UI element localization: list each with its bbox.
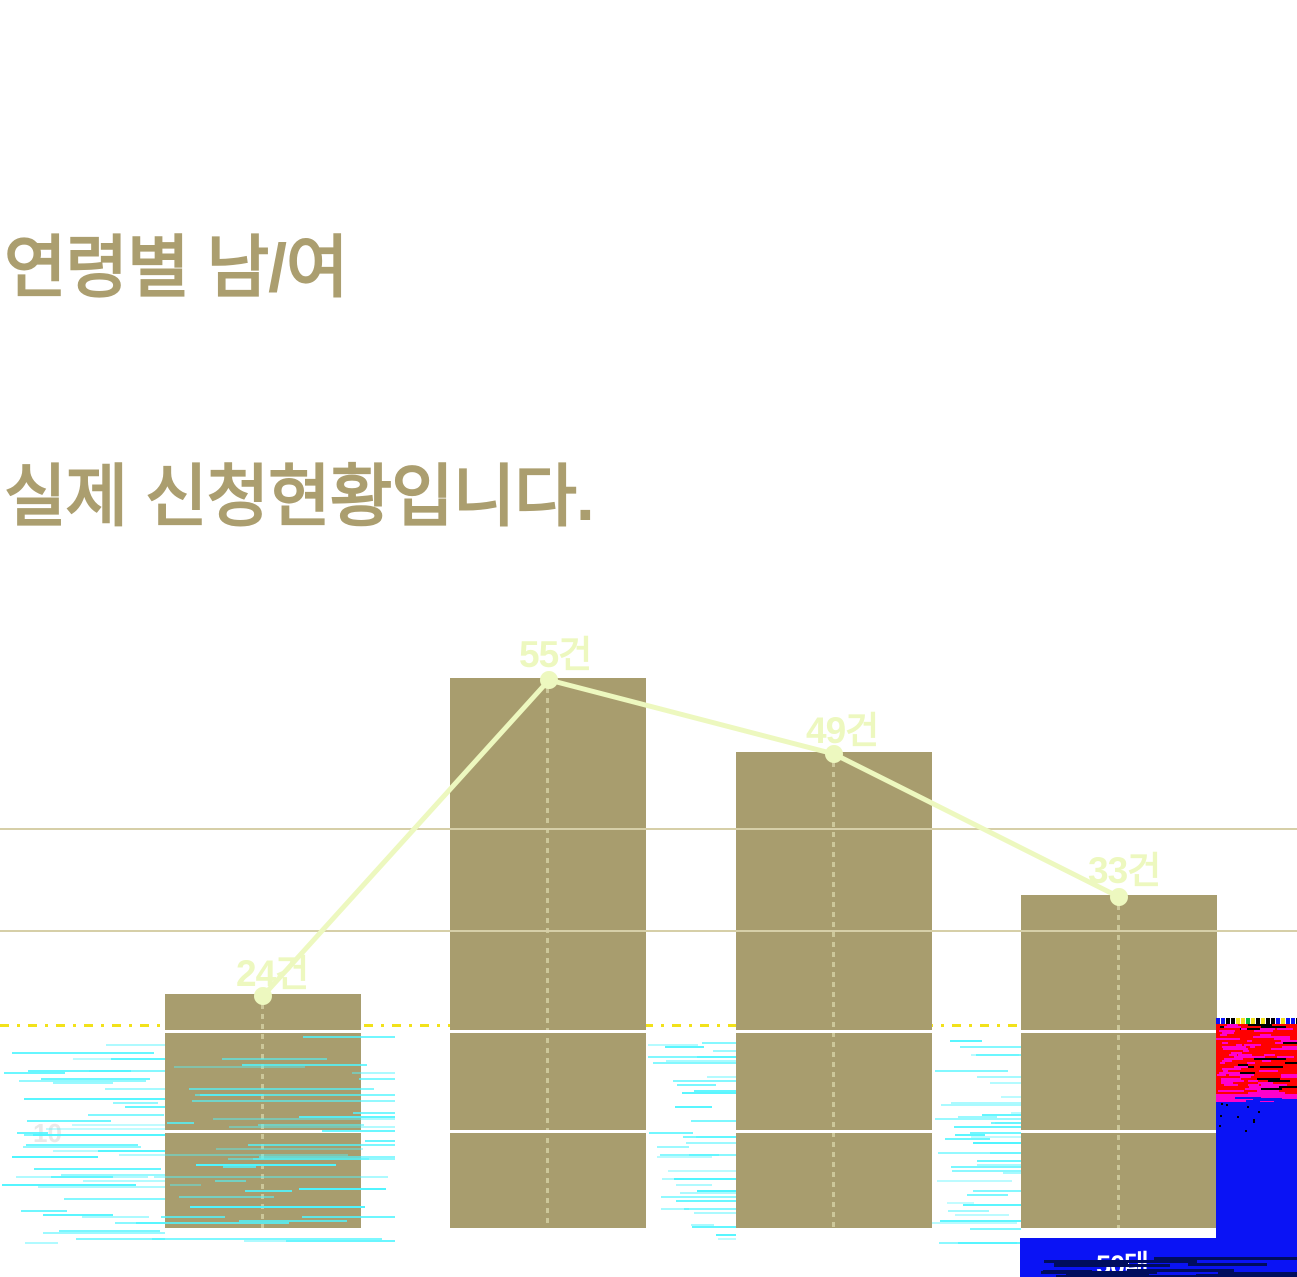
gridline-2-over [0, 1130, 1297, 1133]
bar-1[interactable] [450, 678, 646, 1228]
data-label-2: 49건 [806, 710, 879, 751]
y-axis-tick-10: 10 [33, 1118, 62, 1148]
gridline-dashed [0, 1024, 1297, 1027]
data-label-0: 24건 [236, 953, 309, 994]
glitch-corrupt-block [1216, 1018, 1297, 1132]
gridline-faint-2-over [0, 828, 1297, 830]
gridline-faint-over [0, 930, 1297, 932]
x-axis-label-bar: 50대 [1020, 1238, 1297, 1277]
bar-3[interactable] [1021, 895, 1217, 1228]
page-title-line-2: 실제 신청현황입니다. [4, 458, 595, 535]
data-label-1: 55건 [519, 634, 592, 675]
gridline-1-over [0, 1030, 1297, 1033]
bar-0-split [261, 994, 264, 1228]
bar-1-split [546, 678, 549, 1228]
bar-2-split [832, 752, 835, 1228]
page-title-line-1: 연령별 남/여 [4, 230, 349, 307]
trend-line [261, 677, 1121, 998]
page-title: 연령별 남/여 실제 신청현황입니다. [4, 78, 904, 687]
bar-2[interactable] [736, 752, 932, 1228]
bar-3-split [1117, 895, 1120, 1228]
data-label-3: 33건 [1088, 850, 1161, 891]
